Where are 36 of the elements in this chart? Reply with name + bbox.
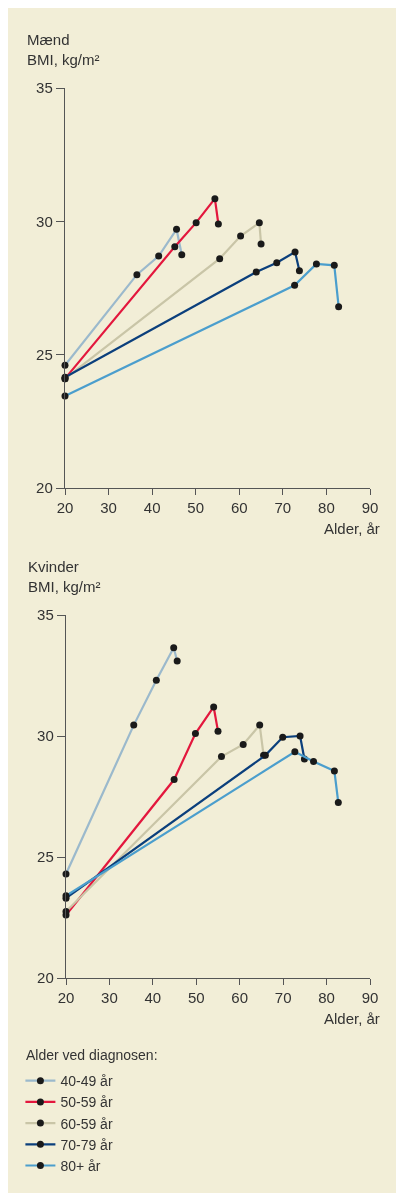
y-tick-label: 25 <box>37 848 54 866</box>
x-tick-label: 80 <box>318 499 335 517</box>
x-axis-title: Alder, år <box>324 1010 380 1027</box>
x-axis-title: Alder, år <box>324 520 380 537</box>
y-tick-label: 30 <box>37 727 54 745</box>
x-tick-label: 50 <box>187 499 205 517</box>
y-axis-title: BMI, kg/m² <box>28 578 101 595</box>
x-tick-label: 20 <box>56 499 74 517</box>
legend-label: 60-59 år <box>60 1115 113 1132</box>
x-tick-label: 30 <box>100 499 117 517</box>
y-tick-label: 35 <box>36 79 53 97</box>
x-tick-label: 70 <box>274 989 292 1007</box>
x-tick-label: 60 <box>231 989 249 1007</box>
x-tick-label: 30 <box>101 989 118 1007</box>
legend-label: 70-79 år <box>60 1136 113 1153</box>
x-tick-label: 20 <box>57 989 75 1007</box>
x-tick-label: 50 <box>187 989 205 1007</box>
x-tick-label: 60 <box>230 499 248 517</box>
y-tick-label: 35 <box>37 606 54 624</box>
x-tick-label: 90 <box>361 499 379 517</box>
x-tick-label: 40 <box>143 499 161 517</box>
y-axis-title: BMI, kg/m² <box>27 51 100 68</box>
chart-title: Mænd <box>27 31 70 48</box>
chart-title: Kvinder <box>28 558 79 575</box>
x-tick-label: 70 <box>274 499 292 517</box>
legend-title: Alder ved diagnosen: <box>26 1047 158 1063</box>
legend-label: 80+ år <box>60 1157 101 1174</box>
y-tick-label: 20 <box>36 479 53 497</box>
legend-label: 50-59 år <box>60 1094 113 1111</box>
x-tick-label: 40 <box>144 989 162 1007</box>
y-tick-label: 25 <box>36 345 53 363</box>
x-tick-label: 90 <box>361 989 379 1007</box>
legend-label: 40-49 år <box>60 1073 113 1090</box>
x-tick-label: 80 <box>318 989 335 1007</box>
y-tick-label: 20 <box>37 969 54 987</box>
y-tick-label: 30 <box>36 212 53 230</box>
